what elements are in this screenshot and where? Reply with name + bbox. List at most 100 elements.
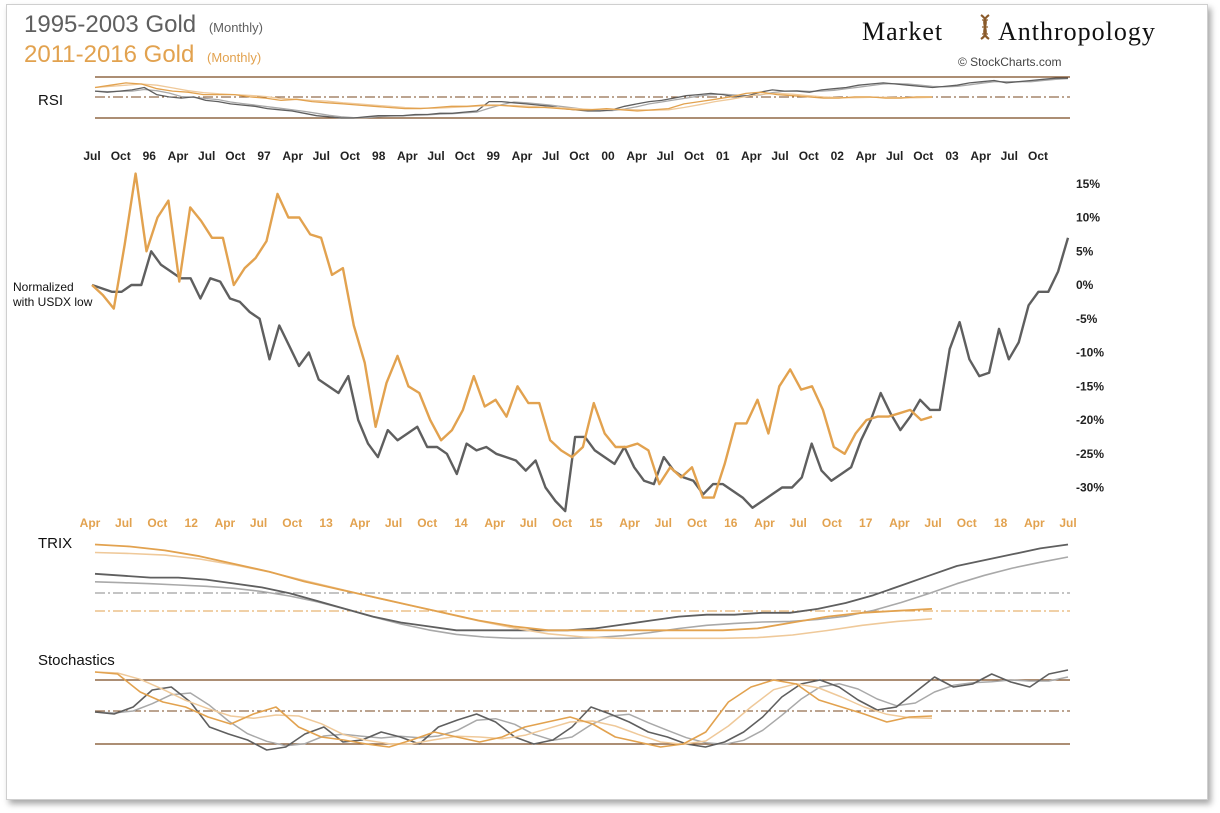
y-tick: -25% [1076,447,1104,461]
x-tick-bottom: Oct [687,516,707,530]
stoch-signal-2011-2016 [94,671,933,746]
x-tick-bottom: Apr [754,516,775,530]
y-tick: -20% [1076,413,1104,427]
x-tick-bottom: Apr [484,516,505,530]
x-tick-top: Jul [198,149,215,163]
trix-line-1995-2003 [94,543,1069,632]
y-tick: -30% [1076,481,1104,495]
x-tick-top: Jul [771,149,788,163]
rsi-label: RSI [38,92,63,109]
chart-frame [6,4,1208,800]
y-tick: -15% [1076,379,1104,393]
x-tick-top: Oct [455,149,475,163]
x-tick-bottom: Jul [250,516,267,530]
x-tick-bottom: Oct [417,516,437,530]
x-tick-bottom: Jul [520,516,537,530]
x-tick-bottom: 18 [994,516,1008,530]
rsi-line-2011-2016 [94,82,932,112]
x-tick-top: Oct [111,149,131,163]
x-tick-bottom: Jul [1059,516,1076,530]
x-tick-top: 99 [487,149,501,163]
stochastics-label: Stochastics [38,652,115,669]
price-line-1995-2003 [91,237,1070,513]
title-1995-2003: 1995-2003 Gold (Monthly) [24,11,263,38]
x-tick-top: Oct [913,149,933,163]
x-tick-top: 96 [143,149,157,163]
y-tick: -10% [1076,346,1104,360]
trix-signal-1995-2003 [94,556,1069,640]
trix-line-2011-2016 [94,543,933,632]
stoch-signal-1995-2003 [94,676,1069,747]
y-tick: 10% [1076,211,1100,225]
x-tick-top: 98 [372,149,386,163]
y-tick: 0% [1076,278,1094,292]
x-tick-top: Apr [168,149,189,163]
x-tick-bottom: Apr [215,516,236,530]
y-tick: 15% [1076,177,1100,191]
x-tick-top: Apr [626,149,647,163]
x-tick-top: Jul [1001,149,1018,163]
stoch-line-2011-2016 [94,671,933,748]
x-tick-top: Apr [970,149,991,163]
x-axis-bottom: Apr Jul Oct 12 Apr Jul Oct 13 Apr Jul Oct 14 Apr Jul O… [80,516,1077,530]
x-tick-bottom: Jul [790,516,807,530]
x-tick-top: Oct [684,149,704,163]
x-tick-bottom: 13 [319,516,333,530]
x-tick-top: Apr [512,149,533,163]
x-tick-top: 00 [601,149,615,163]
title1-sub: (Monthly) [209,20,263,35]
title-2011-2016: 2011-2016 Gold (Monthly) [24,41,261,68]
x-tick-top: Apr [397,149,418,163]
x-tick-top: Oct [1028,149,1048,163]
x-tick-bottom: Oct [282,516,302,530]
x-tick-bottom: 12 [185,516,199,530]
x-tick-bottom: 17 [859,516,873,530]
x-tick-top: Jul [542,149,559,163]
x-tick-bottom: Apr [349,516,370,530]
y-tick: -5% [1076,312,1098,326]
x-tick-bottom: Apr [889,516,910,530]
title1-main: 1995-2003 Gold [24,11,196,38]
x-tick-top: 02 [831,149,845,163]
x-tick-top: Jul [657,149,674,163]
x-tick-bottom: Jul [385,516,402,530]
stoch-reference-lines [95,679,1070,745]
annotation-line2: with USDX low [12,295,93,309]
x-tick-top: Apr [856,149,877,163]
price-line-2011-2016 [91,172,933,499]
x-tick-top: Apr [282,149,303,163]
x-tick-bottom: Oct [957,516,977,530]
x-tick-bottom: Oct [552,516,572,530]
x-tick-top: Jul [313,149,330,163]
x-tick-top: 97 [257,149,271,163]
x-tick-top: Jul [886,149,903,163]
x-tick-top: Oct [340,149,360,163]
brand-left: Market [862,17,943,46]
x-tick-top: 01 [716,149,730,163]
x-tick-bottom: Jul [115,516,132,530]
y-axis-right: 15% 10% 5% 0% -5% -10% -15% -20% -25% -30% [1076,177,1104,495]
x-tick-bottom: Oct [147,516,167,530]
x-tick-bottom: Apr [619,516,640,530]
credit: © StockCharts.com [958,55,1062,69]
title2-main: 2011-2016 Gold [24,41,194,68]
title2-sub: (Monthly) [207,50,261,65]
y-tick: 5% [1076,244,1094,258]
x-tick-bottom: 15 [589,516,603,530]
x-tick-top: Apr [741,149,762,163]
x-tick-top: Jul [427,149,444,163]
x-tick-top: 03 [945,149,959,163]
x-tick-bottom: 16 [724,516,738,530]
x-tick-bottom: Jul [924,516,941,530]
x-tick-bottom: Oct [822,516,842,530]
x-tick-top: Oct [799,149,819,163]
x-tick-bottom: Apr [1024,516,1045,530]
x-tick-top: Oct [225,149,245,163]
trix-label: TRIX [38,535,72,552]
stoch-line-1995-2003 [94,669,1069,751]
trix-signal-2011-2016 [94,551,933,640]
series-layer [91,77,1070,751]
dna-icon [980,14,990,40]
x-tick-top: Jul [83,149,100,163]
